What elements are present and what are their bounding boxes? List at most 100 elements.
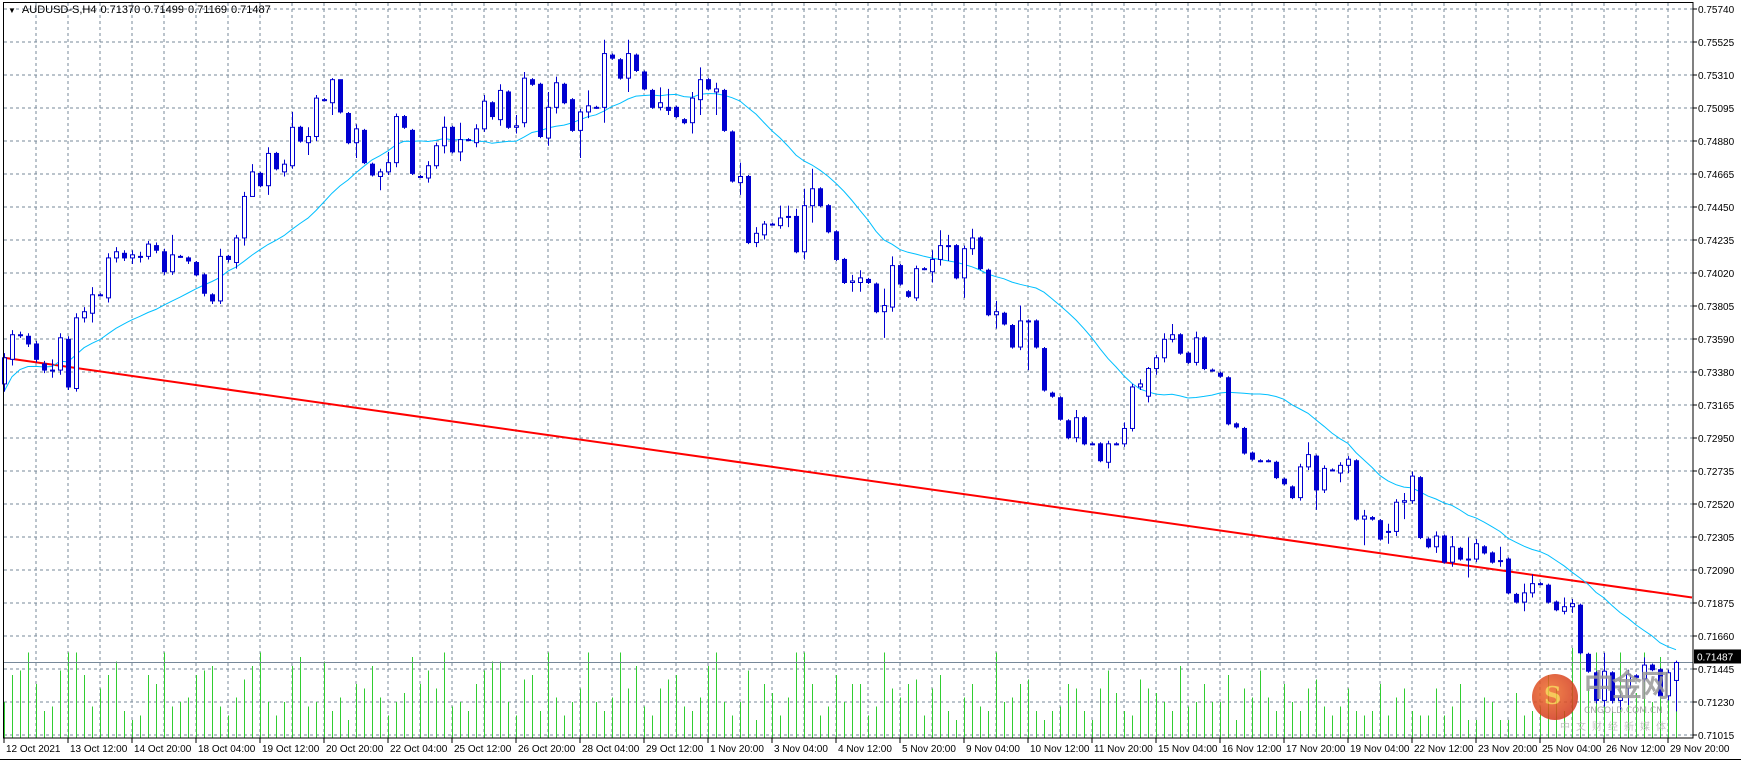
- candle-bearish: [1042, 347, 1047, 392]
- candle-body: [1626, 673, 1631, 689]
- price-tick-label: 0.72090: [1698, 566, 1735, 577]
- candle-body: [1330, 469, 1335, 472]
- candle-body: [1258, 460, 1263, 463]
- candle-bullish: [1162, 333, 1167, 363]
- candle-bullish: [938, 230, 943, 266]
- candle-bearish: [1578, 603, 1583, 655]
- candle-body: [1482, 546, 1487, 554]
- candle-body: [394, 116, 399, 164]
- candle-bearish: [1202, 336, 1207, 371]
- candle-bullish: [234, 234, 239, 269]
- candle-body: [186, 257, 191, 262]
- candle-body: [690, 97, 695, 124]
- candle-body: [898, 265, 903, 285]
- candle-body: [434, 145, 439, 167]
- trendline[interactable]: [3, 356, 1693, 599]
- candle-body: [1034, 320, 1039, 348]
- candle-body: [154, 245, 159, 251]
- candle-bullish: [1154, 354, 1159, 375]
- candle-bearish: [1554, 600, 1559, 612]
- candle-body: [1490, 552, 1495, 563]
- candle-bullish: [786, 205, 791, 228]
- candle-bullish: [578, 108, 583, 159]
- price-tick-label: 0.71660: [1698, 632, 1735, 643]
- candle-body: [1514, 593, 1519, 603]
- candle-bearish: [1226, 376, 1231, 426]
- candle-bullish: [106, 253, 111, 303]
- candle-bearish: [1250, 451, 1255, 461]
- candle-bearish: [1178, 333, 1183, 355]
- candle-body: [754, 232, 759, 244]
- candle-bullish: [290, 111, 295, 169]
- candle-body: [98, 294, 103, 297]
- candle-bullish: [386, 151, 391, 175]
- candle-bullish: [994, 300, 999, 329]
- candle-bearish: [1634, 674, 1639, 679]
- candle-bullish: [1530, 574, 1535, 598]
- candle-body: [746, 175, 751, 244]
- candle-body: [1394, 501, 1399, 532]
- candle-bullish: [1434, 531, 1439, 553]
- candle-bullish: [1466, 537, 1471, 578]
- candle-bearish: [866, 277, 871, 285]
- candle-body: [602, 53, 607, 108]
- candle-bullish: [754, 227, 759, 248]
- candle-bullish: [1090, 442, 1095, 446]
- price-axis[interactable]: 0.75740 0.75525 0.75310 0.75095 0.74880 0.746…: [1693, 5, 1741, 742]
- candle-bearish: [1186, 351, 1191, 364]
- candle-bullish: [1138, 379, 1143, 391]
- time-axis[interactable]: 12 Oct 2021 13 Oct 12:00 14 Oct 20:00 18 Oc…: [3, 738, 1730, 755]
- triangle-down-icon[interactable]: ▼: [8, 5, 16, 15]
- candle-bearish: [362, 128, 367, 165]
- candle-body: [1202, 337, 1207, 370]
- candle-bullish: [554, 76, 559, 114]
- candle-body: [298, 126, 303, 142]
- candle-body: [578, 111, 583, 131]
- candle-bearish: [1482, 545, 1487, 555]
- candle-body: [1498, 560, 1503, 563]
- candle-body: [1618, 696, 1623, 701]
- candle-bullish: [1026, 319, 1031, 371]
- trendline-layer[interactable]: [3, 356, 1693, 663]
- candle-body: [218, 255, 223, 302]
- candle-bullish: [1674, 660, 1679, 712]
- candle-body: [306, 136, 311, 144]
- candle-bearish: [410, 128, 415, 175]
- candle-body: [1250, 452, 1255, 460]
- candle-body: [1138, 383, 1143, 388]
- candle-body: [418, 175, 423, 178]
- candle-body: [1266, 460, 1271, 463]
- candle-bullish: [426, 161, 431, 183]
- candle-bullish: [314, 95, 319, 142]
- candle-bullish: [1522, 583, 1527, 612]
- candle-bullish: [322, 98, 327, 102]
- candle-bullish: [738, 162, 743, 195]
- candle-body: [1338, 464, 1343, 474]
- candle-body: [322, 99, 327, 102]
- candle-bullish: [1258, 459, 1263, 463]
- candle-body: [1002, 312, 1007, 325]
- candle-body: [106, 257, 111, 299]
- time-tick-label: 26 Nov 12:00: [1606, 744, 1666, 755]
- candle-body: [714, 88, 719, 93]
- candle-body: [234, 237, 239, 264]
- candle-body: [1530, 583, 1535, 594]
- candle-bearish: [1378, 519, 1383, 541]
- candle-body: [850, 280, 855, 283]
- candle-bullish: [602, 39, 607, 123]
- candle-bearish: [562, 82, 567, 105]
- candle-body: [570, 99, 575, 131]
- candle-body: [1178, 334, 1183, 354]
- candle-bullish: [1330, 468, 1335, 472]
- time-tick-label: 12 Oct 2021: [6, 744, 61, 755]
- candle-bearish: [1050, 391, 1055, 398]
- candle-body: [962, 248, 967, 279]
- candle-body: [410, 129, 415, 174]
- time-tick-label: 22 Nov 12:00: [1414, 744, 1474, 755]
- candle-bearish: [298, 125, 303, 143]
- candle-body: [1386, 530, 1391, 533]
- candle-body: [770, 223, 775, 226]
- candle-body: [658, 102, 663, 108]
- candle-bearish: [978, 236, 983, 271]
